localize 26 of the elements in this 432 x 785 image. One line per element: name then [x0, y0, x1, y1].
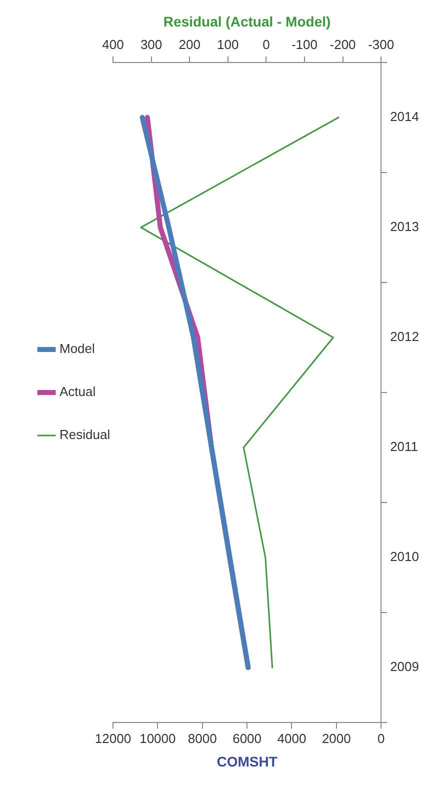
legend-label: Residual	[60, 427, 110, 442]
y-tick-label: 2012	[390, 329, 419, 344]
y-tick-label: 2011	[390, 439, 418, 454]
x2-axis-title: Residual (Actual - Model)	[163, 13, 331, 30]
x-tick-label: 10000	[140, 730, 176, 746]
x2-tick-label: -200	[330, 37, 356, 52]
y-tick-label: 2013	[390, 219, 419, 234]
x-tick-label: 2000	[322, 730, 351, 746]
x2-tick-label: 0	[262, 37, 270, 52]
y-tick-label: 2009	[390, 659, 419, 674]
x2-tick-label: 300	[140, 37, 162, 52]
x2-tick-label: 200	[178, 37, 200, 52]
x2-tick-label: 100	[217, 37, 239, 52]
x-tick-label: 12000	[94, 730, 132, 746]
x-tick-label: 0	[377, 730, 385, 746]
y-tick-label: 2014	[390, 108, 419, 124]
x2-tick-label: -300	[368, 37, 394, 52]
x2-tick-label: 400	[102, 37, 124, 52]
y-tick-label: 2010	[390, 549, 419, 564]
legend-label: Actual	[60, 384, 96, 400]
x2-tick-label: -100	[291, 37, 318, 52]
x-tick-label: 4000	[277, 730, 306, 746]
legend-label: Model	[60, 341, 96, 356]
x-tick-label: 6000	[232, 730, 262, 746]
x-axis-title: COMSHT	[216, 753, 278, 770]
x-tick-label: 8000	[188, 730, 217, 746]
